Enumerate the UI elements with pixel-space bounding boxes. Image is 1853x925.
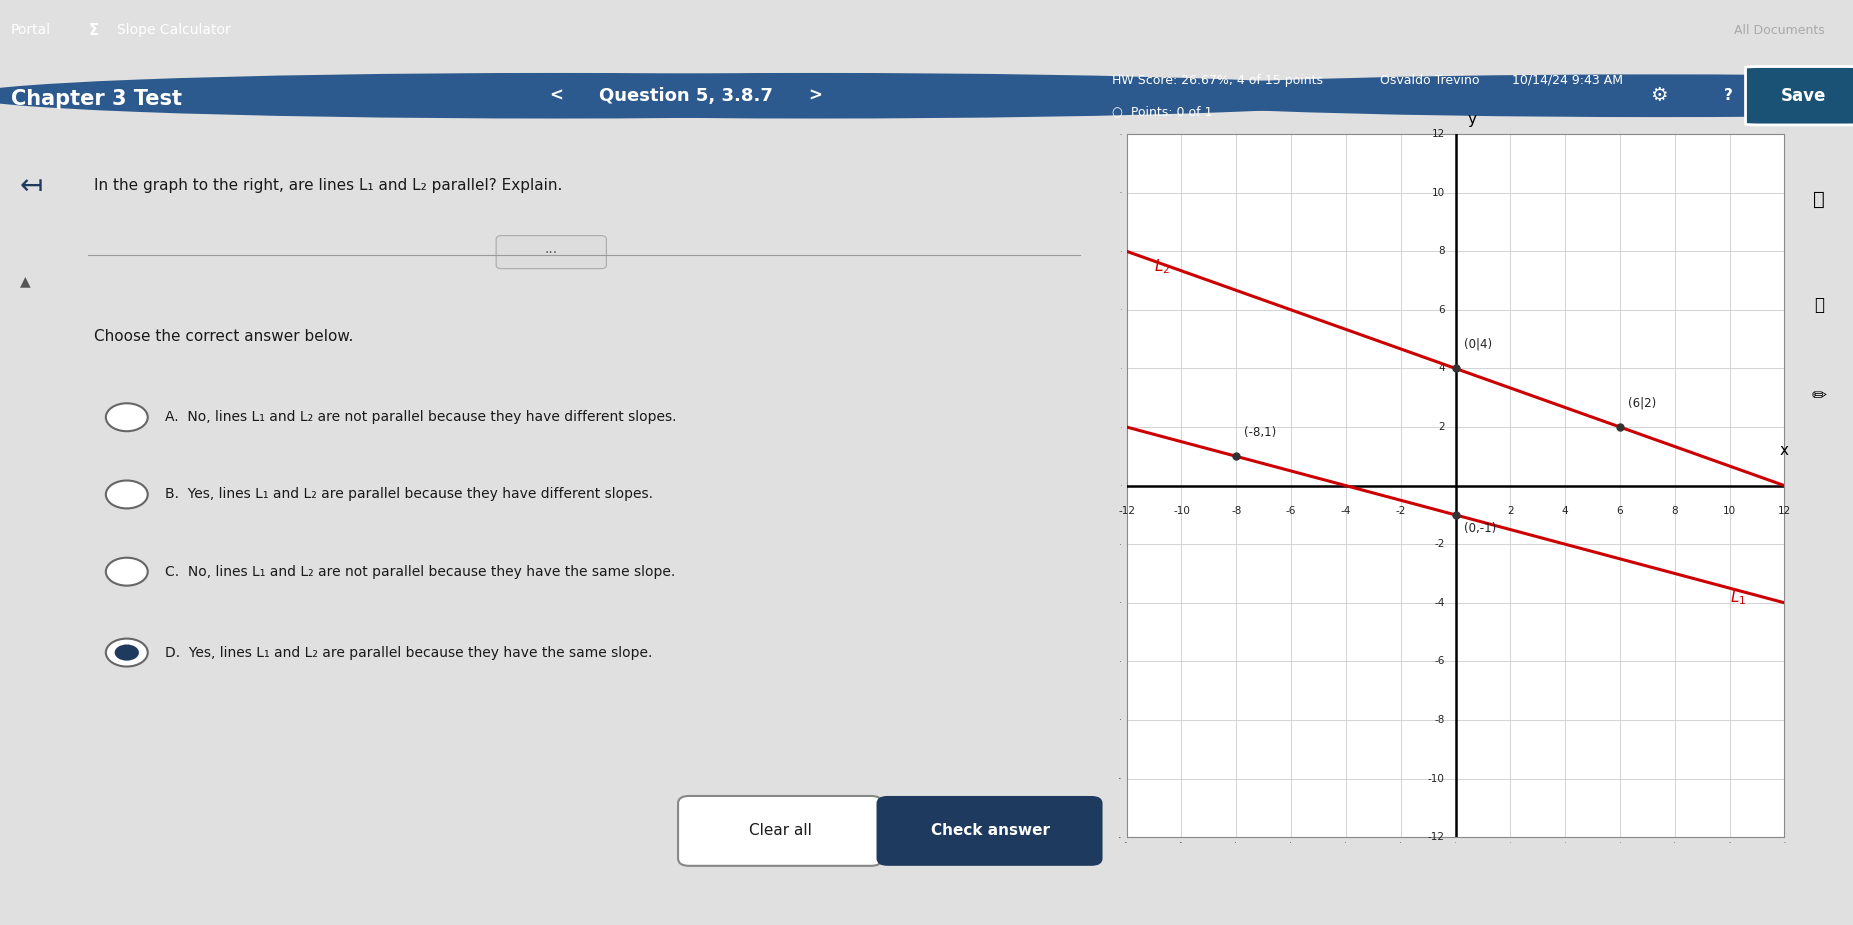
Circle shape (106, 480, 148, 509)
Text: All Documents: All Documents (1734, 23, 1825, 37)
Text: -10: -10 (1173, 506, 1190, 516)
Text: HW Score: 26.67%, 4 of 15 points: HW Score: 26.67%, 4 of 15 points (1112, 74, 1323, 87)
Text: ↤: ↤ (20, 172, 43, 200)
Text: -4: -4 (1434, 598, 1445, 608)
Text: 12: 12 (1431, 130, 1445, 139)
Text: (-8,1): (-8,1) (1245, 426, 1277, 438)
Text: >: > (808, 87, 823, 105)
Text: -6: -6 (1434, 657, 1445, 666)
Text: 10: 10 (1432, 188, 1445, 198)
Circle shape (106, 558, 148, 586)
Text: -8: -8 (1434, 715, 1445, 725)
Text: -6: -6 (1286, 506, 1297, 516)
Text: 6: 6 (1616, 506, 1623, 516)
Text: 10/14/24 9:43 AM: 10/14/24 9:43 AM (1512, 74, 1623, 87)
Text: 🔍: 🔍 (1814, 296, 1823, 314)
Text: -12: -12 (1427, 832, 1445, 842)
Text: ?: ? (1725, 88, 1733, 104)
Text: 6: 6 (1438, 305, 1445, 314)
FancyBboxPatch shape (678, 796, 882, 866)
Text: Clear all: Clear all (749, 823, 812, 838)
Circle shape (0, 73, 1149, 118)
Text: x: x (1781, 443, 1788, 458)
Circle shape (115, 645, 139, 660)
Text: y: y (1468, 112, 1477, 127)
Text: (6|2): (6|2) (1629, 397, 1657, 410)
Circle shape (106, 403, 148, 431)
Text: 12: 12 (1777, 506, 1792, 516)
FancyBboxPatch shape (497, 236, 606, 268)
Text: Σ: Σ (89, 22, 100, 38)
Text: -8: -8 (1230, 506, 1242, 516)
Text: -2: -2 (1395, 506, 1406, 516)
Text: <: < (548, 87, 563, 105)
Text: 8: 8 (1438, 246, 1445, 256)
Text: 🔍: 🔍 (1812, 191, 1825, 209)
Text: 2: 2 (1438, 422, 1445, 432)
Text: 8: 8 (1671, 506, 1679, 516)
Text: -4: -4 (1342, 506, 1351, 516)
Text: Question 5, 3.8.7: Question 5, 3.8.7 (599, 87, 773, 105)
Text: Chapter 3 Test: Chapter 3 Test (11, 90, 182, 109)
Text: Slope Calculator: Slope Calculator (117, 23, 230, 37)
Text: Save: Save (1781, 87, 1827, 105)
Text: 10: 10 (1723, 506, 1736, 516)
Text: (0|4): (0|4) (1464, 338, 1492, 351)
Text: $L_1$: $L_1$ (1729, 588, 1746, 607)
Circle shape (106, 638, 148, 667)
FancyBboxPatch shape (876, 796, 1103, 866)
Text: Portal: Portal (11, 23, 52, 37)
Circle shape (222, 73, 1408, 118)
Text: D.  Yes, lines L₁ and L₂ are parallel because they have the same slope.: D. Yes, lines L₁ and L₂ are parallel bec… (165, 646, 652, 660)
Text: A.  No, lines L₁ and L₂ are not parallel because they have different slopes.: A. No, lines L₁ and L₂ are not parallel … (165, 411, 676, 425)
Text: In the graph to the right, are lines L₁ and L₂ parallel? Explain.: In the graph to the right, are lines L₁ … (95, 179, 561, 193)
Text: -10: -10 (1427, 773, 1445, 783)
Text: 2: 2 (1506, 506, 1514, 516)
Text: Osvaldo Trevino: Osvaldo Trevino (1380, 74, 1481, 87)
Text: 4: 4 (1562, 506, 1568, 516)
Text: $L_2$: $L_2$ (1154, 257, 1171, 276)
Text: 4: 4 (1438, 364, 1445, 374)
Text: ▲: ▲ (20, 274, 30, 289)
Text: ···: ··· (545, 245, 558, 260)
FancyBboxPatch shape (1746, 67, 1853, 125)
Text: -2: -2 (1434, 539, 1445, 549)
Text: ✏: ✏ (1810, 388, 1827, 406)
Circle shape (1103, 74, 1853, 117)
Text: C.  No, lines L₁ and L₂ are not parallel because they have the same slope.: C. No, lines L₁ and L₂ are not parallel … (165, 564, 676, 579)
Text: Choose the correct answer below.: Choose the correct answer below. (95, 329, 354, 344)
Text: Check answer: Check answer (930, 823, 1049, 838)
Text: ⚙: ⚙ (1649, 86, 1668, 105)
Text: ○  Points: 0 of 1: ○ Points: 0 of 1 (1112, 105, 1212, 117)
Text: (0,-1): (0,-1) (1464, 523, 1495, 536)
Circle shape (1210, 76, 1853, 116)
Text: B.  Yes, lines L₁ and L₂ are parallel because they have different slopes.: B. Yes, lines L₁ and L₂ are parallel bec… (165, 487, 654, 501)
Text: -12: -12 (1117, 506, 1136, 516)
